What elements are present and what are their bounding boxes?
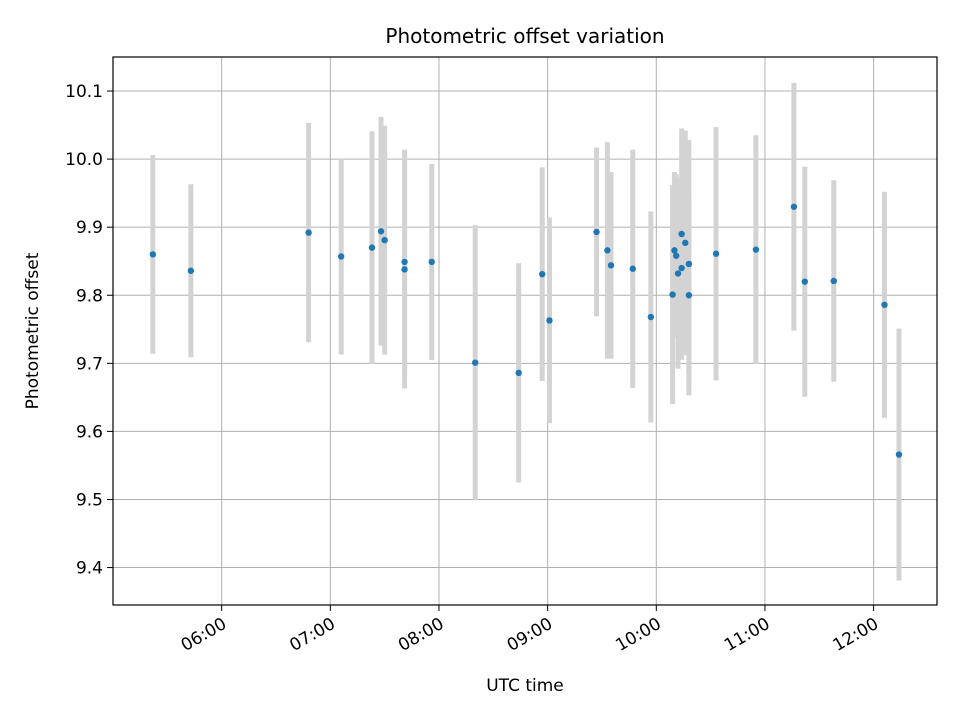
- x-tick-label: 08:00: [395, 614, 447, 656]
- data-point: [305, 229, 312, 236]
- data-point: [471, 359, 479, 366]
- data-point: [674, 270, 682, 277]
- data-point: [801, 278, 808, 285]
- data-point: [401, 266, 408, 273]
- y-tick-label: 9.7: [76, 354, 103, 374]
- data-point: [368, 244, 376, 251]
- data-point: [682, 239, 689, 247]
- y-tick-label: 10.0: [65, 150, 103, 170]
- data-point: [401, 258, 408, 266]
- data-point: [604, 247, 611, 254]
- x-tick-label: 10:00: [612, 614, 664, 656]
- error-bars: [150, 82, 902, 581]
- x-tick-label: 09:00: [504, 614, 556, 656]
- data-point: [546, 317, 553, 324]
- y-tick-label: 9.8: [76, 286, 103, 306]
- x-tick-label: 12:00: [830, 614, 882, 656]
- data-point: [337, 253, 345, 260]
- x-tick-label: 11:00: [721, 614, 773, 656]
- data-point: [712, 250, 720, 257]
- data-point: [629, 265, 636, 272]
- data-point: [790, 203, 798, 210]
- x-tick-label: 07:00: [286, 614, 338, 656]
- y-tick-label: 9.4: [76, 559, 103, 579]
- data-point: [539, 270, 546, 278]
- data-point: [187, 267, 195, 274]
- data-point: [752, 246, 760, 253]
- x-tick-label: 06:00: [178, 614, 230, 656]
- data-point: [593, 228, 600, 236]
- y-tick-label: 9.6: [76, 422, 103, 442]
- x-axis-label: UTC time: [486, 676, 564, 696]
- y-tick-label: 9.5: [76, 490, 103, 510]
- y-axis-label: Photometric offset: [23, 252, 43, 409]
- data-point: [685, 292, 693, 299]
- chart-title: Photometric offset variation: [385, 24, 664, 48]
- data-point: [830, 277, 837, 285]
- data-point: [428, 258, 435, 266]
- y-tick-label: 9.9: [76, 218, 103, 238]
- data-point: [607, 262, 615, 269]
- data-point: [685, 260, 693, 268]
- data-point: [671, 247, 678, 254]
- data-points: [149, 203, 903, 458]
- data-point: [669, 291, 676, 298]
- data-point: [515, 369, 522, 377]
- data-point: [678, 264, 685, 272]
- data-point: [678, 230, 685, 238]
- data-point: [881, 301, 888, 308]
- data-point: [149, 251, 157, 258]
- data-point: [377, 228, 385, 235]
- data-point: [381, 236, 388, 244]
- grid: [113, 57, 937, 605]
- plot-area-frame: [112, 56, 938, 606]
- y-tick-label: 10.1: [65, 82, 103, 102]
- data-point: [647, 313, 655, 321]
- data-point: [895, 451, 903, 458]
- data-point: [673, 252, 680, 259]
